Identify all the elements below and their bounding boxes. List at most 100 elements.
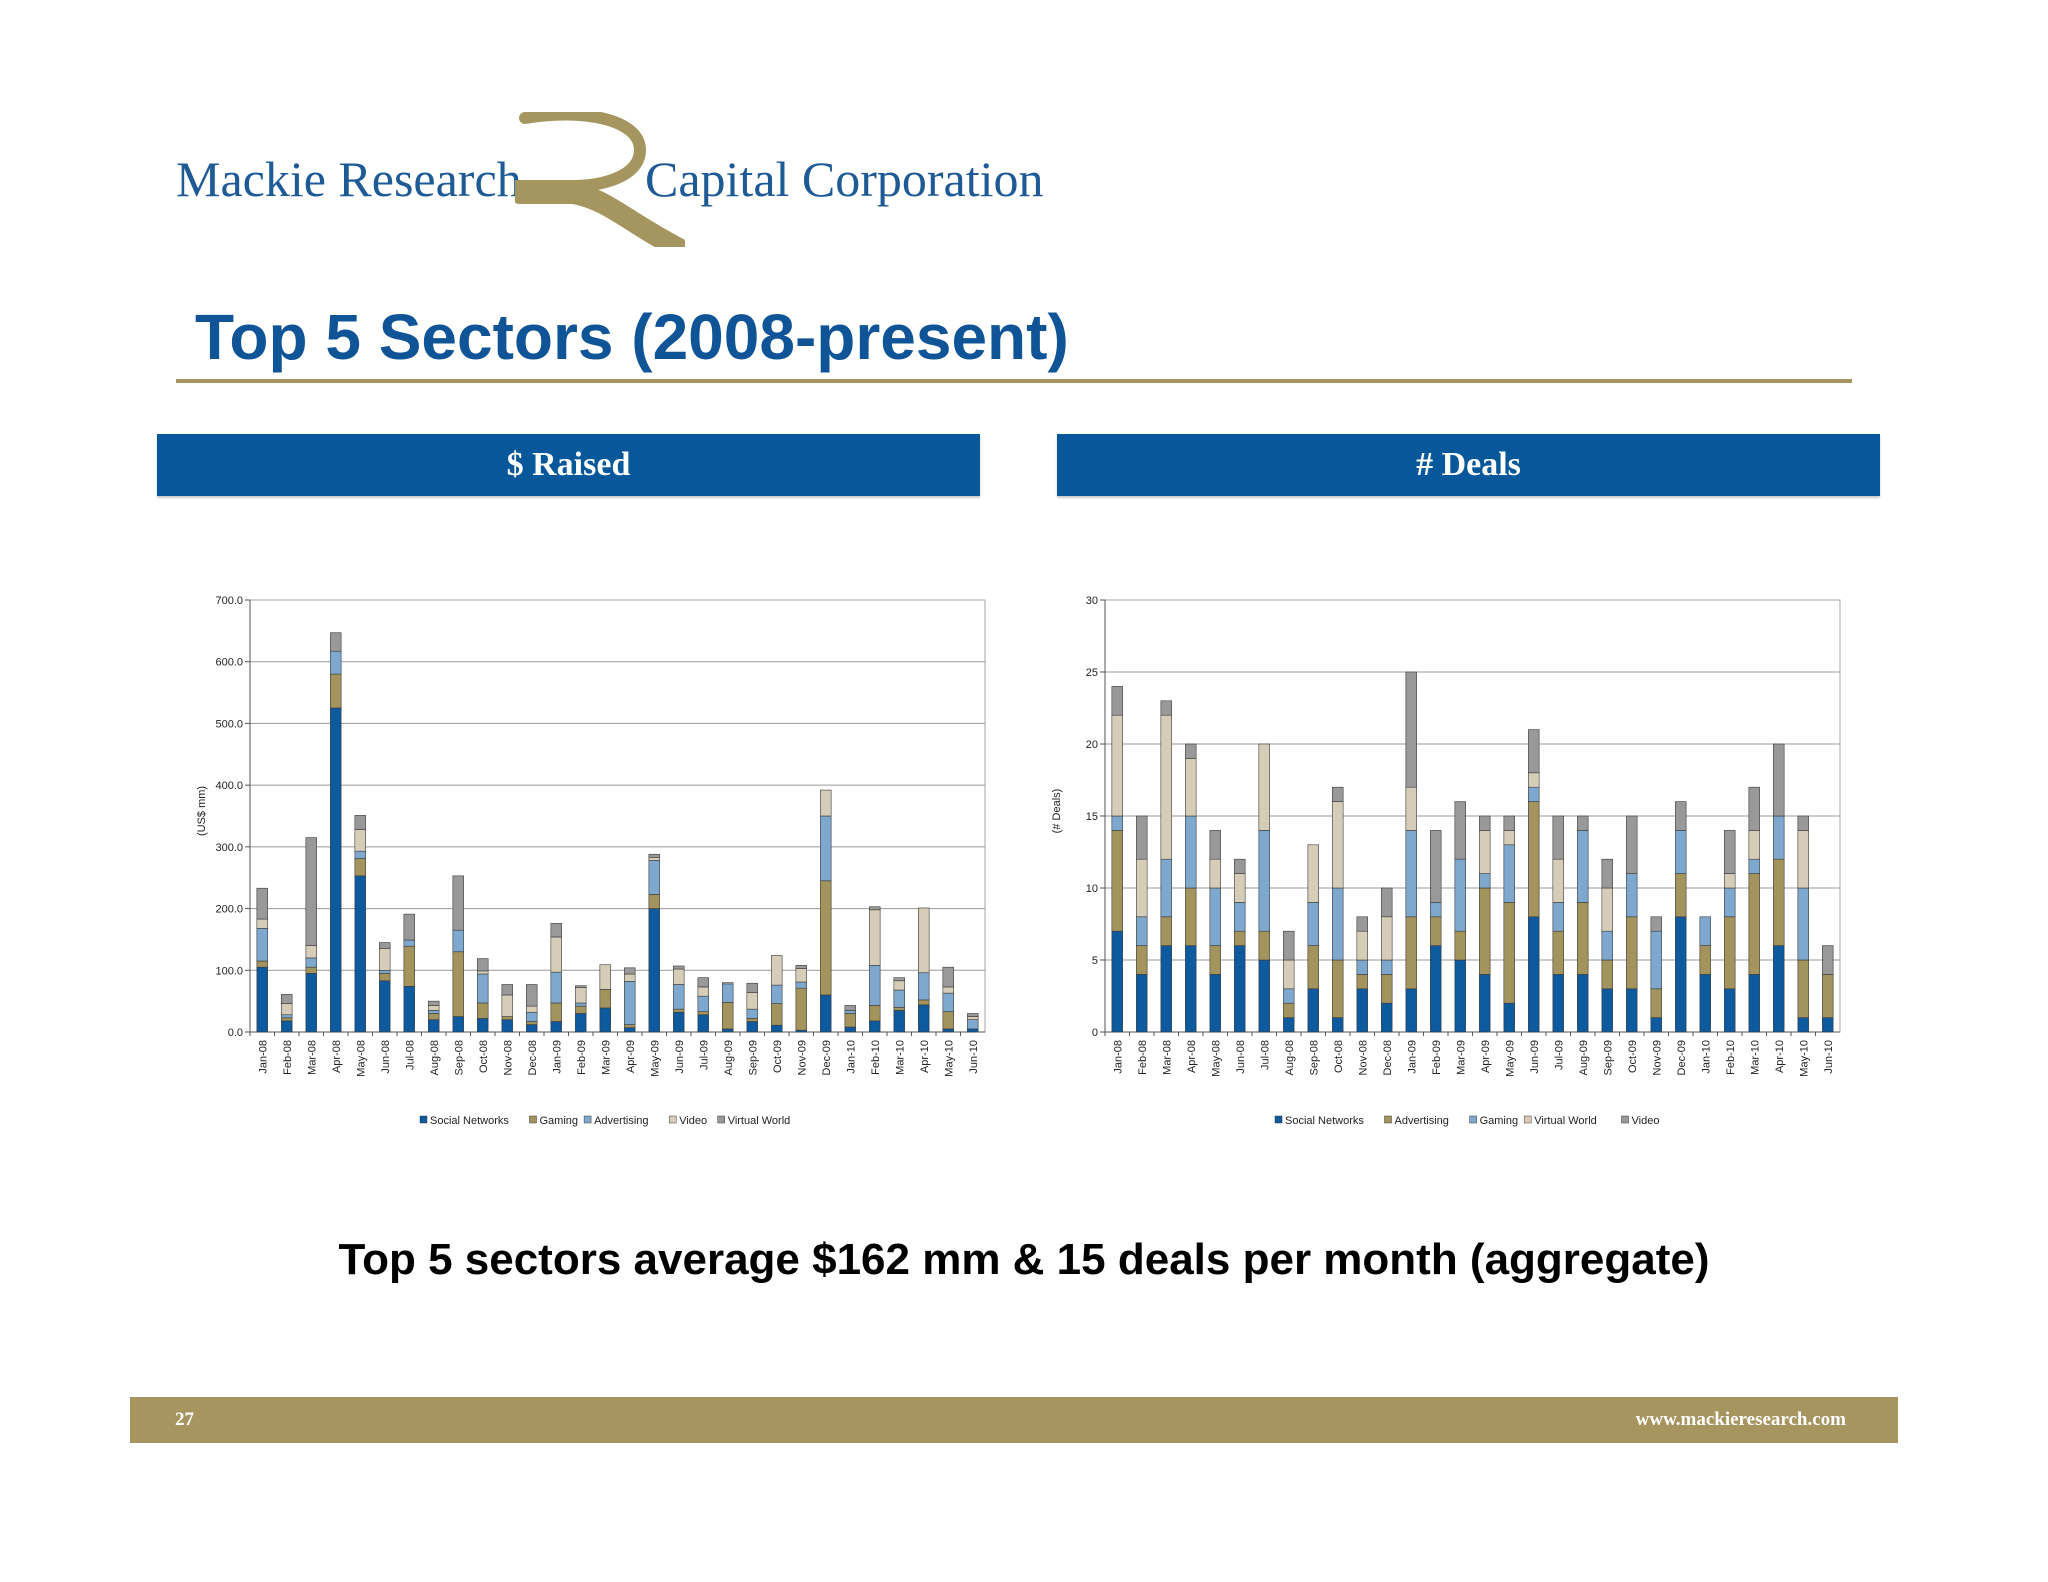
y-tick-label: 200.0	[215, 904, 243, 916]
x-tick-label: Mar-09	[600, 1040, 612, 1075]
bar-segment	[1405, 671, 1417, 788]
bar-segment	[305, 957, 317, 968]
bar-segment	[1209, 830, 1221, 860]
bar-segment	[330, 632, 342, 652]
bar-segment	[1381, 959, 1393, 975]
bar-segment	[844, 1013, 856, 1028]
bar-segment	[281, 994, 293, 1004]
legend-swatch	[583, 1115, 592, 1124]
bar-segment	[1454, 930, 1466, 961]
x-tick-label: Apr-10	[1774, 1040, 1786, 1073]
x-tick-label: Aug-08	[1284, 1040, 1296, 1075]
bar-segment	[1724, 887, 1736, 918]
x-tick-label: Jan-10	[845, 1040, 857, 1074]
website-link[interactable]: www.mackieresearch.com	[1635, 1409, 1846, 1430]
bar-segment	[1479, 887, 1491, 975]
x-tick-label: Jan-08	[1112, 1040, 1124, 1074]
bar-segment	[746, 1018, 758, 1022]
bar-segment	[330, 673, 342, 709]
bar-segment	[795, 965, 807, 969]
bar-segment	[1185, 887, 1197, 946]
bar-segment	[1405, 988, 1417, 1033]
bar-segment	[1601, 930, 1613, 961]
bar-segment	[477, 958, 489, 972]
bar-segment	[844, 1005, 856, 1011]
bar-segment	[1332, 887, 1344, 961]
bar-segment	[869, 965, 881, 1006]
bar-segment	[1479, 815, 1491, 831]
bar-segment	[1797, 830, 1809, 889]
bar-segment	[1258, 930, 1270, 961]
y-tick-label: 700.0	[215, 595, 243, 607]
bar-segment	[1479, 830, 1491, 874]
legend-swatch	[1384, 1115, 1392, 1124]
x-tick-label: Jan-09	[551, 1040, 563, 1074]
bar-segment	[722, 982, 734, 985]
legend-label: Advertising	[1395, 1115, 1449, 1127]
logo-left-text: Mackie Research	[176, 151, 522, 207]
page-title: Top 5 Sectors (2008-present)	[195, 301, 1069, 373]
x-tick-label: Nov-08	[502, 1040, 514, 1075]
bar-segment	[477, 1018, 489, 1033]
bar-segment	[1503, 902, 1515, 1004]
legend-swatch	[419, 1115, 428, 1124]
bar-segment	[1111, 830, 1123, 932]
logo-right-text: Capital Corporation	[645, 151, 1044, 207]
x-tick-label: Nov-09	[796, 1040, 808, 1075]
bar-segment	[550, 936, 562, 973]
x-tick-label: Oct-08	[1333, 1040, 1345, 1073]
bar-segment	[281, 1020, 293, 1033]
y-tick-label: 5	[1092, 955, 1098, 967]
x-tick-label: Jul-09	[1553, 1040, 1565, 1070]
bar-segment	[575, 985, 587, 988]
bar-segment	[1234, 873, 1246, 903]
bar-segment	[1234, 945, 1246, 1033]
bar-segment	[893, 977, 905, 982]
bar-segment	[1748, 830, 1760, 860]
bar-segment	[1454, 959, 1466, 1033]
x-tick-label: Dec-09	[1676, 1040, 1688, 1075]
bar-segment	[1356, 916, 1368, 932]
bar-segment	[281, 1017, 293, 1022]
bar-segment	[379, 948, 391, 971]
bar-segment	[1650, 916, 1662, 932]
x-tick-label: Nov-08	[1357, 1040, 1369, 1075]
bar-segment	[918, 1004, 930, 1033]
bar-segment	[648, 857, 660, 861]
y-tick-label: 25	[1086, 667, 1098, 679]
bar-segment	[1675, 916, 1687, 1033]
bar-segment	[648, 908, 660, 1033]
y-tick-label: 0.0	[228, 1027, 243, 1039]
bar-segment	[918, 999, 930, 1006]
bar-segment	[1381, 1002, 1393, 1033]
bar-segment	[1332, 786, 1344, 802]
deals-chart-svg: 0 5 10 15 20 25 30 (# Deals) Jan-08 Feb-08 Mar-08 A…	[1051, 595, 1841, 1127]
bar-segment	[1209, 974, 1221, 1033]
bar-segment	[501, 1019, 513, 1033]
bar-segment	[1797, 887, 1809, 961]
bar-segment	[305, 973, 317, 1033]
bar-segment	[1626, 873, 1638, 918]
x-tick-label: Feb-10	[870, 1040, 882, 1075]
bar-segment	[624, 967, 636, 975]
bar-segment	[820, 789, 832, 817]
bar-segment	[1136, 815, 1148, 860]
bar-segment	[526, 1021, 538, 1025]
bar-segment	[624, 973, 636, 982]
x-tick-label: Mar-08	[1161, 1040, 1173, 1075]
y-tick-label: 100.0	[215, 965, 243, 977]
bar-segment	[1773, 945, 1785, 1033]
bar-segment	[869, 906, 881, 911]
bar-segment	[1675, 873, 1687, 918]
bar-segment	[1822, 1017, 1834, 1033]
bar-segment	[599, 989, 611, 1009]
bar-segment	[1675, 830, 1687, 874]
bar-segment	[1111, 714, 1123, 817]
bar-segment	[1724, 988, 1736, 1033]
y-tick-label: 0	[1092, 1027, 1098, 1039]
y-axis-label: (# Deals)	[1051, 789, 1063, 834]
bar-segment	[967, 1019, 979, 1030]
x-tick-label: Sep-08	[1308, 1040, 1320, 1075]
bar-segment	[1356, 959, 1368, 975]
bar-segment	[1111, 930, 1123, 1033]
